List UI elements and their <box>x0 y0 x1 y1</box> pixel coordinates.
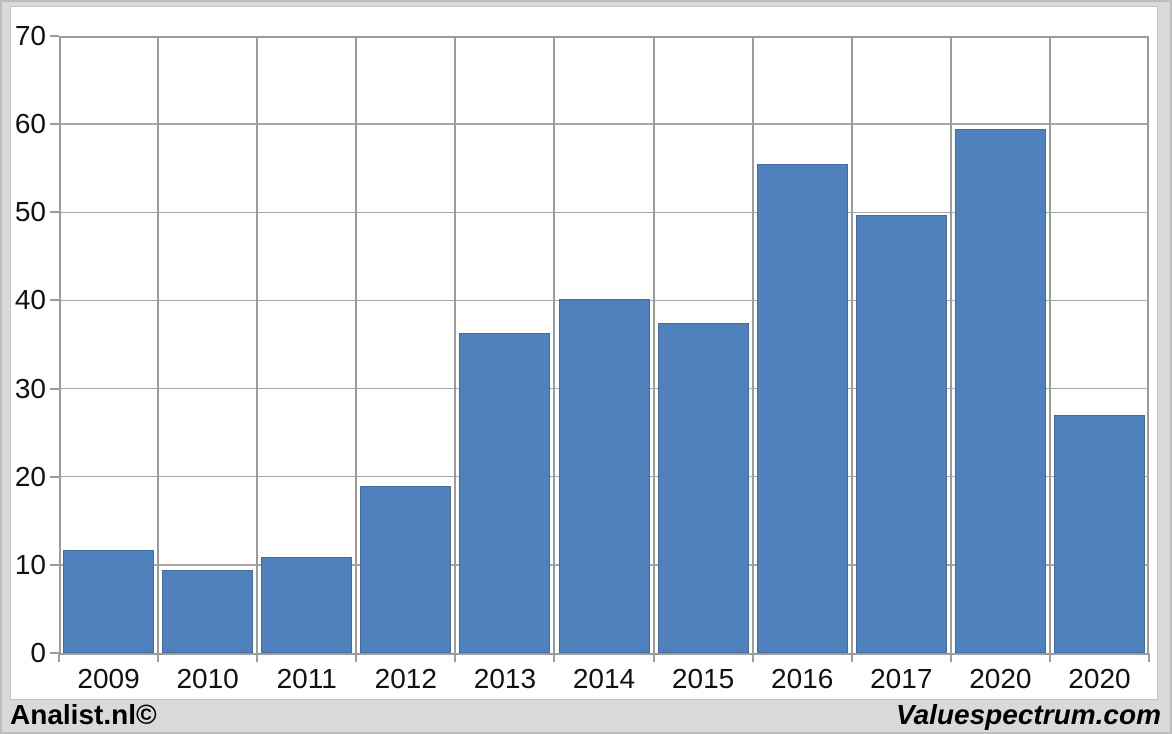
x-gridline <box>454 36 457 653</box>
y-axis-tick <box>50 652 59 654</box>
x-axis-label: 2013 <box>473 663 537 694</box>
x-axis-tick <box>949 653 952 662</box>
x-gridline <box>652 36 655 653</box>
x-axis-tick <box>1048 653 1051 662</box>
x-gridline <box>850 36 853 653</box>
x-axis-label: 2011 <box>276 663 337 694</box>
x-gridline <box>256 36 259 653</box>
bar-2020-9 <box>954 129 1046 653</box>
x-axis-tick <box>256 653 259 662</box>
y-axis-label: 10 <box>14 548 46 580</box>
footer: Analist.nl© Valuespectrum.com <box>2 699 1170 732</box>
x-axis-tick <box>751 653 754 662</box>
x-axis-label: 2010 <box>176 663 239 694</box>
y-axis-tick <box>50 123 59 126</box>
x-axis-tick <box>454 653 457 662</box>
x-axis-tick <box>1148 653 1150 662</box>
y-gridline <box>59 211 1149 214</box>
bar-2009-0 <box>63 549 155 653</box>
x-axis-label: 2017 <box>870 663 933 694</box>
y-axis-label: 50 <box>14 196 46 228</box>
x-axis-tick <box>553 653 556 662</box>
bar-2011-2 <box>261 556 353 653</box>
footer-brand-valuespectrum: Valuespectrum.com <box>895 698 1161 730</box>
x-axis-label: 2020 <box>1068 663 1131 694</box>
bar-2013-4 <box>459 333 551 653</box>
x-axis-tick <box>850 653 853 662</box>
x-axis-label: 2016 <box>771 663 834 694</box>
y-axis-label: 30 <box>14 372 46 404</box>
y-axis-label: 70 <box>14 20 46 51</box>
y-axis-label: 0 <box>30 637 46 668</box>
y-axis-label: 20 <box>14 460 46 492</box>
bar-2010-1 <box>162 570 254 653</box>
x-axis-label: 2012 <box>374 663 437 694</box>
x-axis-tick <box>58 653 60 662</box>
y-axis-tick <box>50 475 59 478</box>
y-axis-tick <box>50 387 59 390</box>
footer-brand-analist: Analist.nl© <box>10 698 157 730</box>
y-axis-tick <box>50 211 59 214</box>
x-gridline <box>157 36 160 653</box>
bar-2014-5 <box>558 298 650 653</box>
x-axis-label: 2015 <box>671 663 735 694</box>
bar-2016-7 <box>756 163 848 653</box>
x-gridline <box>751 36 754 653</box>
x-gridline <box>1048 36 1051 653</box>
x-axis-label: 2014 <box>572 663 636 694</box>
bar-2020-10 <box>1053 415 1145 653</box>
bar-2012-3 <box>360 485 452 653</box>
x-axis-label: 2009 <box>77 663 140 694</box>
y-axis-tick <box>50 563 59 566</box>
x-gridline <box>553 36 556 653</box>
y-axis-tick <box>50 299 59 302</box>
x-axis-tick <box>652 653 655 662</box>
x-gridline <box>355 36 358 653</box>
y-axis-label: 40 <box>14 284 46 316</box>
y-gridline <box>59 123 1149 125</box>
x-axis-label: 2020 <box>969 663 1032 694</box>
y-axis-label: 60 <box>14 108 46 140</box>
x-axis-tick <box>355 653 358 662</box>
bar-2015-6 <box>657 323 749 653</box>
bar-2017-8 <box>855 214 947 653</box>
x-axis-tick <box>157 653 160 662</box>
x-gridline <box>949 36 952 653</box>
y-axis-tick <box>50 35 59 37</box>
